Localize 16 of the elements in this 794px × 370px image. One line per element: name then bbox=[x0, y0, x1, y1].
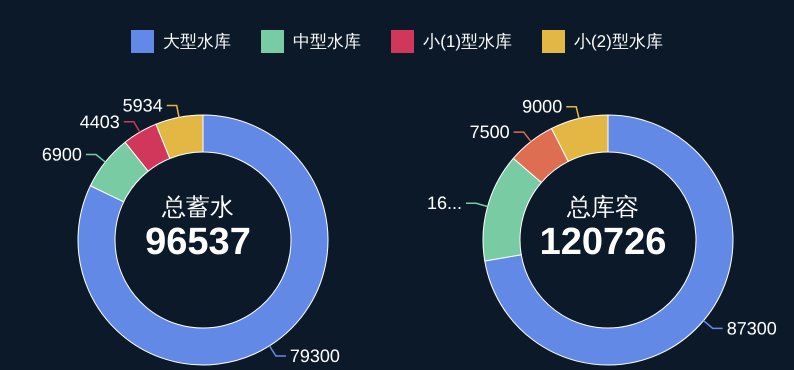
legend-label: 小(2)型水库 bbox=[574, 31, 663, 53]
legend-label: 小(1)型水库 bbox=[423, 31, 512, 53]
text: 总蓄水 bbox=[161, 194, 234, 221]
data-label: 16... bbox=[426, 193, 462, 214]
data-label: 4403 bbox=[80, 112, 120, 132]
data-label: 9000 bbox=[522, 96, 562, 117]
data-label: 87300 bbox=[726, 318, 777, 338]
data-label: 7500 bbox=[470, 122, 510, 142]
legend-label: 大型水库 bbox=[163, 31, 232, 53]
data-label: 79300 bbox=[290, 346, 340, 366]
text: 120726 bbox=[540, 221, 666, 263]
legend-label: 中型水库 bbox=[293, 31, 362, 53]
data-label: 6900 bbox=[42, 144, 82, 165]
data-label: 5934 bbox=[122, 96, 163, 116]
text: 96537 bbox=[145, 221, 251, 263]
text: 总库容 bbox=[566, 194, 639, 221]
